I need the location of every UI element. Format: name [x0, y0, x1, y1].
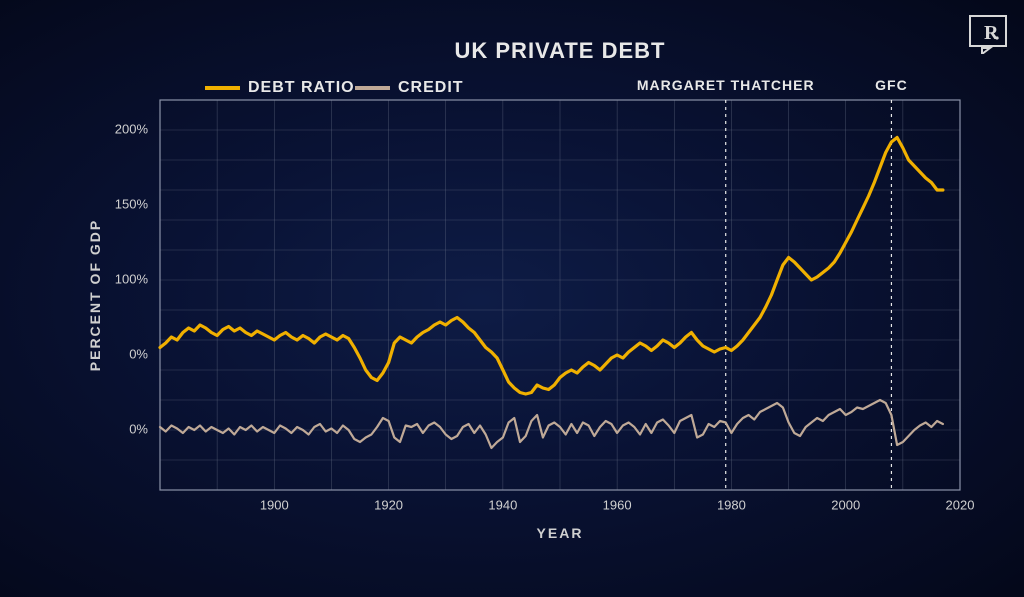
- brand-logo: R: [968, 14, 1008, 54]
- x-tick-label: 1900: [260, 498, 289, 513]
- event-marker-label: MARGARET THATCHER: [637, 77, 815, 93]
- x-tick-label: 1980: [717, 498, 746, 513]
- y-axis-label: PERCENT OF GDP: [87, 219, 103, 371]
- series-debt-ratio: [160, 138, 943, 395]
- event-marker-label: GFC: [875, 77, 908, 93]
- chart-title: UK PRIVATE DEBT: [455, 38, 666, 63]
- x-tick-label: 1940: [488, 498, 517, 513]
- series-credit: [160, 400, 943, 448]
- y-tick-label: 0%: [129, 421, 148, 436]
- chart-svg: 0% 0% 100% 150% 200% 1900 1920 1940 1960 1980 2000…: [0, 0, 1024, 597]
- y-tick-label: 100%: [115, 271, 149, 286]
- legend-label-credit: CREDIT: [398, 79, 464, 96]
- x-tick-label: 2000: [831, 498, 860, 513]
- x-tick-label: 2020: [946, 498, 975, 513]
- y-tick-label: 200%: [115, 121, 149, 136]
- y-tick-label: 0%: [129, 346, 148, 361]
- logo-letter: R: [984, 22, 999, 44]
- chart-root: 0% 0% 100% 150% 200% 1900 1920 1940 1960 1980 2000…: [0, 0, 1024, 597]
- x-tick-label: 1920: [374, 498, 403, 513]
- x-axis-label: YEAR: [537, 525, 584, 541]
- y-tick-label: 150%: [115, 196, 149, 211]
- legend-label-debt: DEBT RATIO: [248, 79, 355, 96]
- x-tick-label: 1960: [603, 498, 632, 513]
